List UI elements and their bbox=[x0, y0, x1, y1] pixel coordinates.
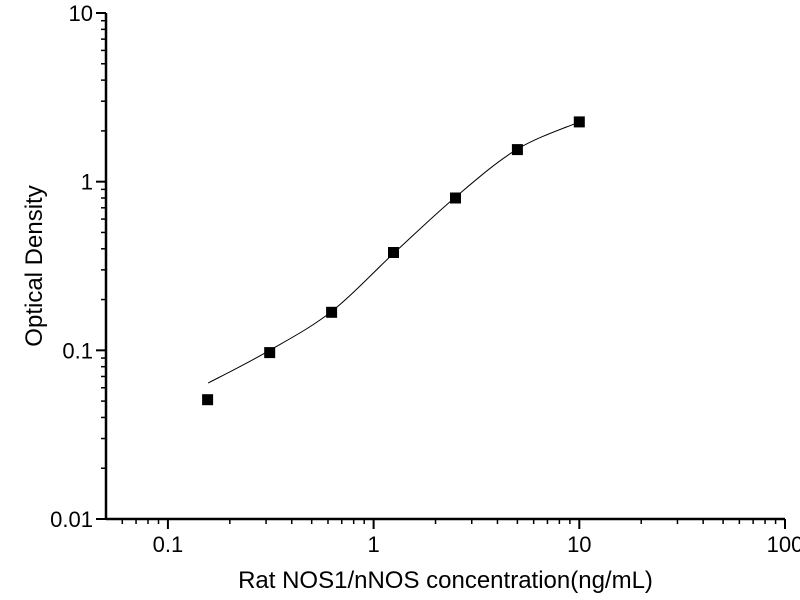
y-axis-title: Optical Density bbox=[21, 185, 48, 346]
data-point-marker bbox=[202, 394, 214, 406]
y-tick-label: 0.1 bbox=[62, 338, 93, 363]
data-point-marker bbox=[511, 144, 523, 156]
x-tick-label: 10 bbox=[567, 532, 591, 557]
x-axis-title: Rat NOS1/nNOS concentration(ng/mL) bbox=[238, 567, 653, 594]
axes bbox=[104, 13, 785, 521]
tick-labels: 0.1 1 10 100 0.01 0.1 1 10 bbox=[50, 1, 800, 557]
x-tick-label: 0.1 bbox=[153, 532, 184, 557]
data-point-marker bbox=[388, 247, 399, 258]
data-points bbox=[202, 116, 585, 406]
tick-marks bbox=[96, 12, 786, 529]
x-tick-label: 1 bbox=[367, 532, 379, 557]
y-tick-label: 1 bbox=[81, 170, 93, 195]
y-tick-label: 10 bbox=[69, 1, 93, 26]
data-point-marker bbox=[326, 306, 338, 318]
data-point-marker bbox=[264, 347, 276, 359]
y-tick-label: 0.01 bbox=[50, 507, 93, 532]
x-tick-label: 100 bbox=[767, 532, 800, 557]
data-point-marker bbox=[450, 192, 461, 204]
data-point-marker bbox=[573, 116, 585, 128]
